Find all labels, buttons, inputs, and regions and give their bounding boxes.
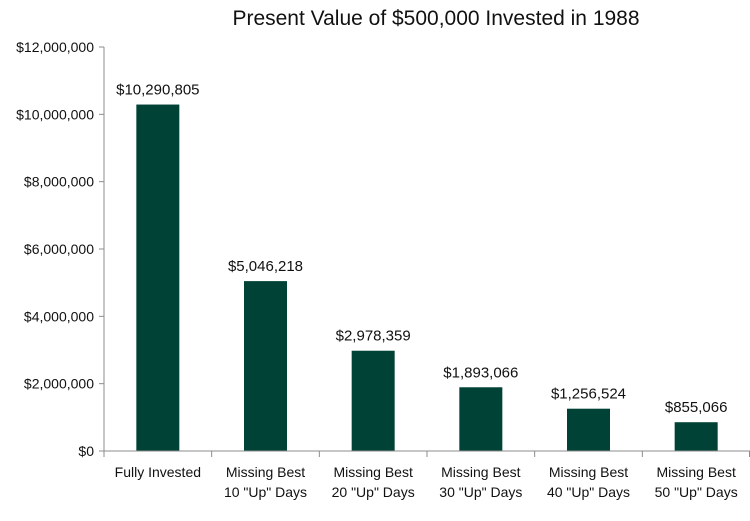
x-axis: Fully Invested Missing Best 10 "Up" Days Mi… [103, 450, 750, 500]
chart-title: Present Value of $500,000 Invested in 19… [232, 7, 639, 30]
bar [351, 350, 395, 451]
x-tick-label: Missing Best [333, 464, 412, 480]
bars: $10,290,805 $5,046,218 $2,978,359 $1,893,06… [116, 82, 727, 451]
data-label: $10,290,805 [116, 82, 199, 99]
y-axis: $0 $2,000,000 $4,000,000 $6,000,000 $8,000,0… [16, 39, 105, 459]
x-tick-label: Missing Best [226, 464, 305, 480]
x-tick-label: Missing Best [656, 464, 735, 480]
y-tick-label: $4,000,000 [24, 308, 94, 324]
y-tick-label: $8,000,000 [24, 174, 94, 190]
data-label: $1,893,066 [443, 364, 518, 381]
x-tick-label: Fully Invested [115, 464, 201, 480]
bar [244, 281, 287, 451]
x-tick-label: Missing Best [549, 464, 628, 480]
bar [459, 387, 503, 451]
y-tick-label: $12,000,000 [16, 39, 94, 55]
y-tick-label: $2,000,000 [24, 376, 94, 392]
data-label: $855,066 [665, 399, 728, 416]
x-tick-label: 30 "Up" Days [439, 484, 522, 500]
x-tick-label: Missing Best [441, 464, 520, 480]
data-label: $5,046,218 [228, 258, 303, 275]
data-label: $2,978,359 [336, 328, 411, 345]
data-label: $1,256,524 [551, 386, 626, 403]
x-tick-label: 50 "Up" Days [655, 484, 738, 500]
bar [674, 422, 718, 451]
y-tick-label: $10,000,000 [16, 106, 94, 122]
bar [567, 408, 610, 451]
x-tick-label: 20 "Up" Days [332, 484, 415, 500]
y-tick-label: $6,000,000 [24, 241, 94, 257]
x-tick-label: 10 "Up" Days [224, 484, 307, 500]
bar [136, 104, 180, 451]
x-tick-label: 40 "Up" Days [547, 484, 630, 500]
y-tick-label: $0 [78, 443, 94, 459]
